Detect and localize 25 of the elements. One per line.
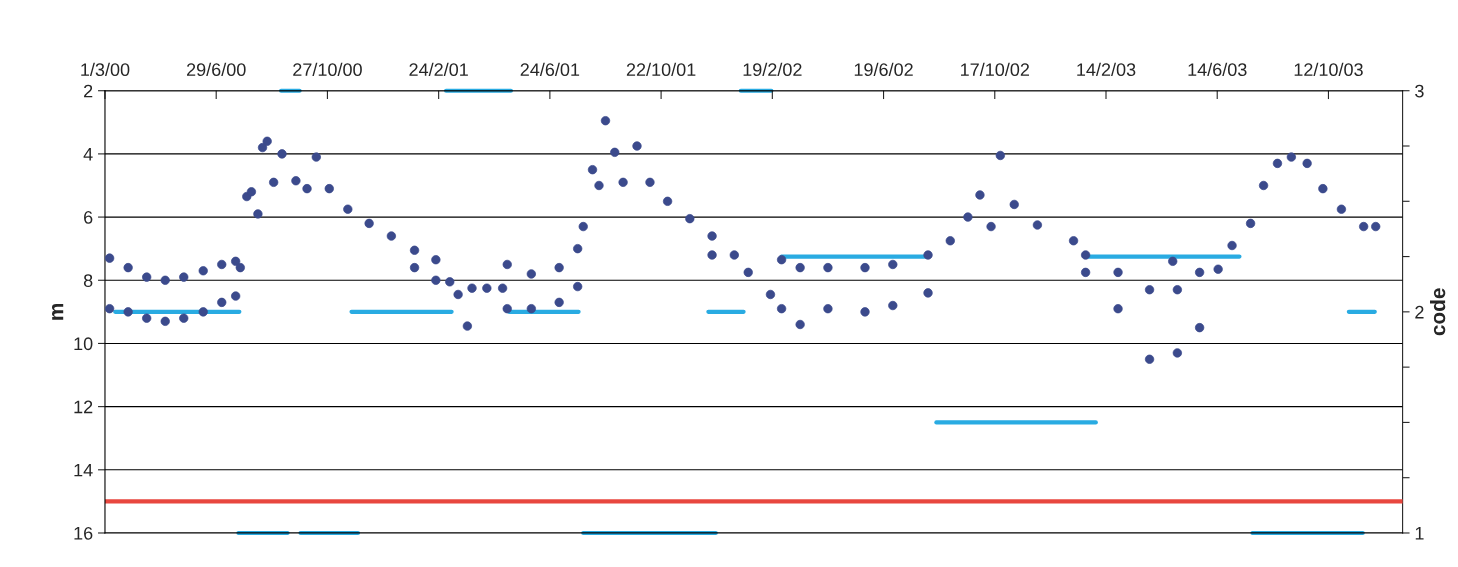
y2-tick-label: 3	[1415, 84, 1424, 98]
x-tick-label: 1/3/00	[81, 62, 130, 77]
y2-tick-label: 2	[1415, 305, 1424, 319]
y2-axis-title: code	[1430, 288, 1446, 336]
x-tick-label: 12/10/03	[1294, 62, 1363, 77]
x-tick-label: 24/6/01	[520, 62, 580, 77]
x-tick-label: 14/2/03	[1077, 62, 1136, 77]
y-tick-label: 8	[83, 274, 93, 287]
x-tick-label: 27/10/00	[293, 62, 362, 77]
x-tick-label: 22/10/01	[626, 62, 696, 77]
y-tick-label: 12	[74, 400, 93, 414]
y-axis-title: m	[51, 303, 64, 320]
y2-tick-label: 1	[1415, 527, 1424, 540]
y-tick-label: 10	[74, 337, 93, 351]
y-tick-label: 16	[74, 526, 93, 540]
x-tick-label: 29/6/00	[186, 62, 246, 77]
x-tick-label: 24/2/01	[409, 62, 468, 77]
y-tick-label: 2	[84, 84, 93, 98]
x-tick-label: 14/6/03	[1188, 62, 1247, 77]
x-tick-label: 17/10/02	[961, 62, 1030, 77]
x-tick-label: 19/6/02	[854, 62, 913, 77]
x-tick-label: 19/2/02	[743, 62, 802, 77]
y-tick-label: 14	[74, 463, 93, 477]
y-tick-label: 4	[83, 148, 93, 161]
y-tick-label: 6	[84, 211, 93, 224]
